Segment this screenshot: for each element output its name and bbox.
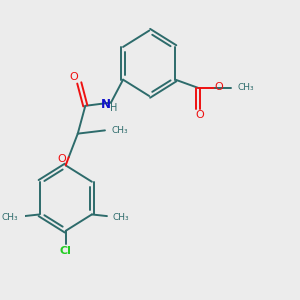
Text: H: H: [110, 103, 117, 113]
Text: CH₃: CH₃: [238, 83, 254, 92]
Text: O: O: [195, 110, 204, 120]
Text: O: O: [214, 82, 223, 92]
Text: CH₃: CH₃: [113, 213, 130, 222]
Text: N: N: [100, 98, 111, 111]
Text: Cl: Cl: [60, 246, 72, 256]
Text: O: O: [70, 72, 78, 82]
Text: CH₃: CH₃: [112, 126, 128, 135]
Text: CH₃: CH₃: [2, 213, 18, 222]
Text: O: O: [58, 154, 66, 164]
